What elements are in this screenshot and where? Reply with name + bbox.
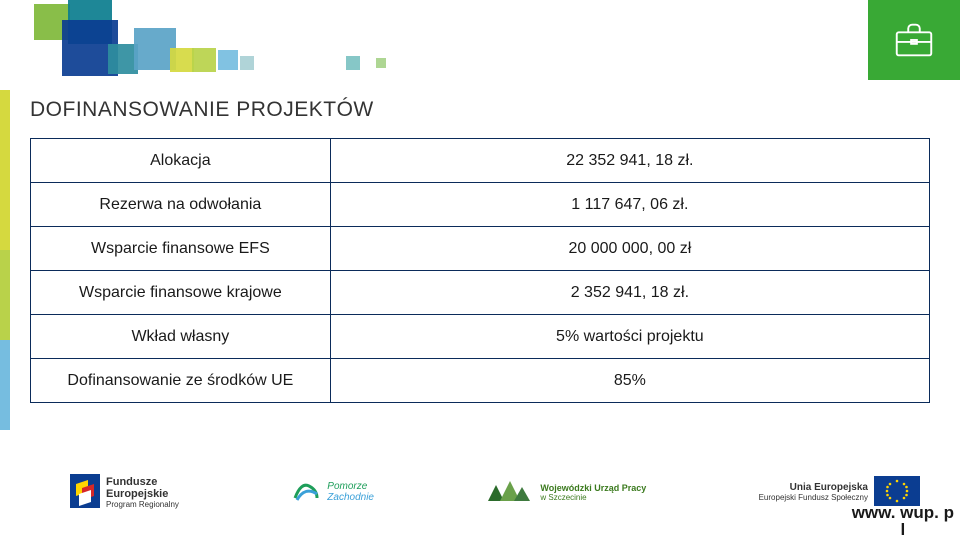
- logo-wup: Wojewódzki Urząd Pracy w Szczecinie: [486, 477, 646, 507]
- page-title: DOFINANSOWANIE PROJEKTÓW: [30, 98, 374, 122]
- row-label: Dofinansowanie ze środków UE: [31, 359, 331, 403]
- row-label: Wkład własny: [31, 315, 331, 359]
- header-block: [240, 56, 254, 70]
- header-block: [218, 50, 238, 70]
- left-bar-segment: [0, 90, 10, 250]
- header-blocks: [0, 0, 420, 80]
- pz-logo-icon: [291, 476, 321, 508]
- briefcase-icon-box: [868, 0, 960, 80]
- table-row: Wsparcie finansowe krajowe2 352 941, 18 …: [31, 271, 930, 315]
- table-row: Rezerwa na odwołania1 117 647, 06 zł.: [31, 183, 930, 227]
- ue-logo-text: Unia Europejska Europejski Fundusz Społe…: [759, 482, 868, 502]
- footer-url: www. wup. p l: [852, 504, 954, 538]
- row-label: Wsparcie finansowe krajowe: [31, 271, 331, 315]
- wup-title: Wojewódzki Urząd Pracy: [540, 483, 646, 493]
- fe-title: Fundusze: [106, 476, 179, 488]
- fe-sub: Europejskie: [106, 488, 179, 500]
- fe-logo-text: Fundusze Europejskie Program Regionalny: [106, 476, 179, 509]
- row-label: Rezerwa na odwołania: [31, 183, 331, 227]
- row-value: 2 352 941, 18 zł.: [330, 271, 929, 315]
- pz-sub: Zachodnie: [327, 492, 374, 503]
- wup-sub: w Szczecinie: [540, 493, 646, 502]
- row-label: Alokacja: [31, 139, 331, 183]
- pz-title: Pomorze: [327, 481, 374, 492]
- header-block: [376, 58, 386, 68]
- ue-title: Unia Europejska: [759, 482, 868, 493]
- logo-fundusze-europejskie: Fundusze Europejskie Program Regionalny: [70, 474, 179, 510]
- row-value: 1 117 647, 06 zł.: [330, 183, 929, 227]
- pz-logo-text: Pomorze Zachodnie: [327, 481, 374, 503]
- header-block: [192, 48, 216, 72]
- fe-logo-icon: [70, 474, 100, 510]
- row-value: 5% wartości projektu: [330, 315, 929, 359]
- left-bar-segment: [0, 250, 10, 340]
- wup-logo-text: Wojewódzki Urząd Pracy w Szczecinie: [540, 483, 646, 502]
- table-row: Wsparcie finansowe EFS20 000 000, 00 zł: [31, 227, 930, 271]
- header-block: [346, 56, 360, 70]
- row-value: 85%: [330, 359, 929, 403]
- left-bar-segment: [0, 340, 10, 430]
- fe-prog: Program Regionalny: [106, 500, 179, 509]
- table-row: Dofinansowanie ze środków UE85%: [31, 359, 930, 403]
- table-row: Wkład własny5% wartości projektu: [31, 315, 930, 359]
- left-accent-bar: [0, 90, 10, 430]
- header-block: [170, 48, 194, 72]
- footer-logos: Fundusze Europejskie Program Regionalny …: [70, 462, 920, 522]
- row-value: 20 000 000, 00 zł: [330, 227, 929, 271]
- financing-table: Alokacja22 352 941, 18 zł.Rezerwa na odw…: [30, 138, 930, 403]
- table-row: Alokacja22 352 941, 18 zł.: [31, 139, 930, 183]
- ue-sub: Europejski Fundusz Społeczny: [759, 493, 868, 502]
- logo-pomorze-zachodnie: Pomorze Zachodnie: [291, 476, 374, 508]
- wup-logo-icon: [486, 477, 534, 507]
- briefcase-icon: [891, 17, 937, 63]
- row-label: Wsparcie finansowe EFS: [31, 227, 331, 271]
- row-value: 22 352 941, 18 zł.: [330, 139, 929, 183]
